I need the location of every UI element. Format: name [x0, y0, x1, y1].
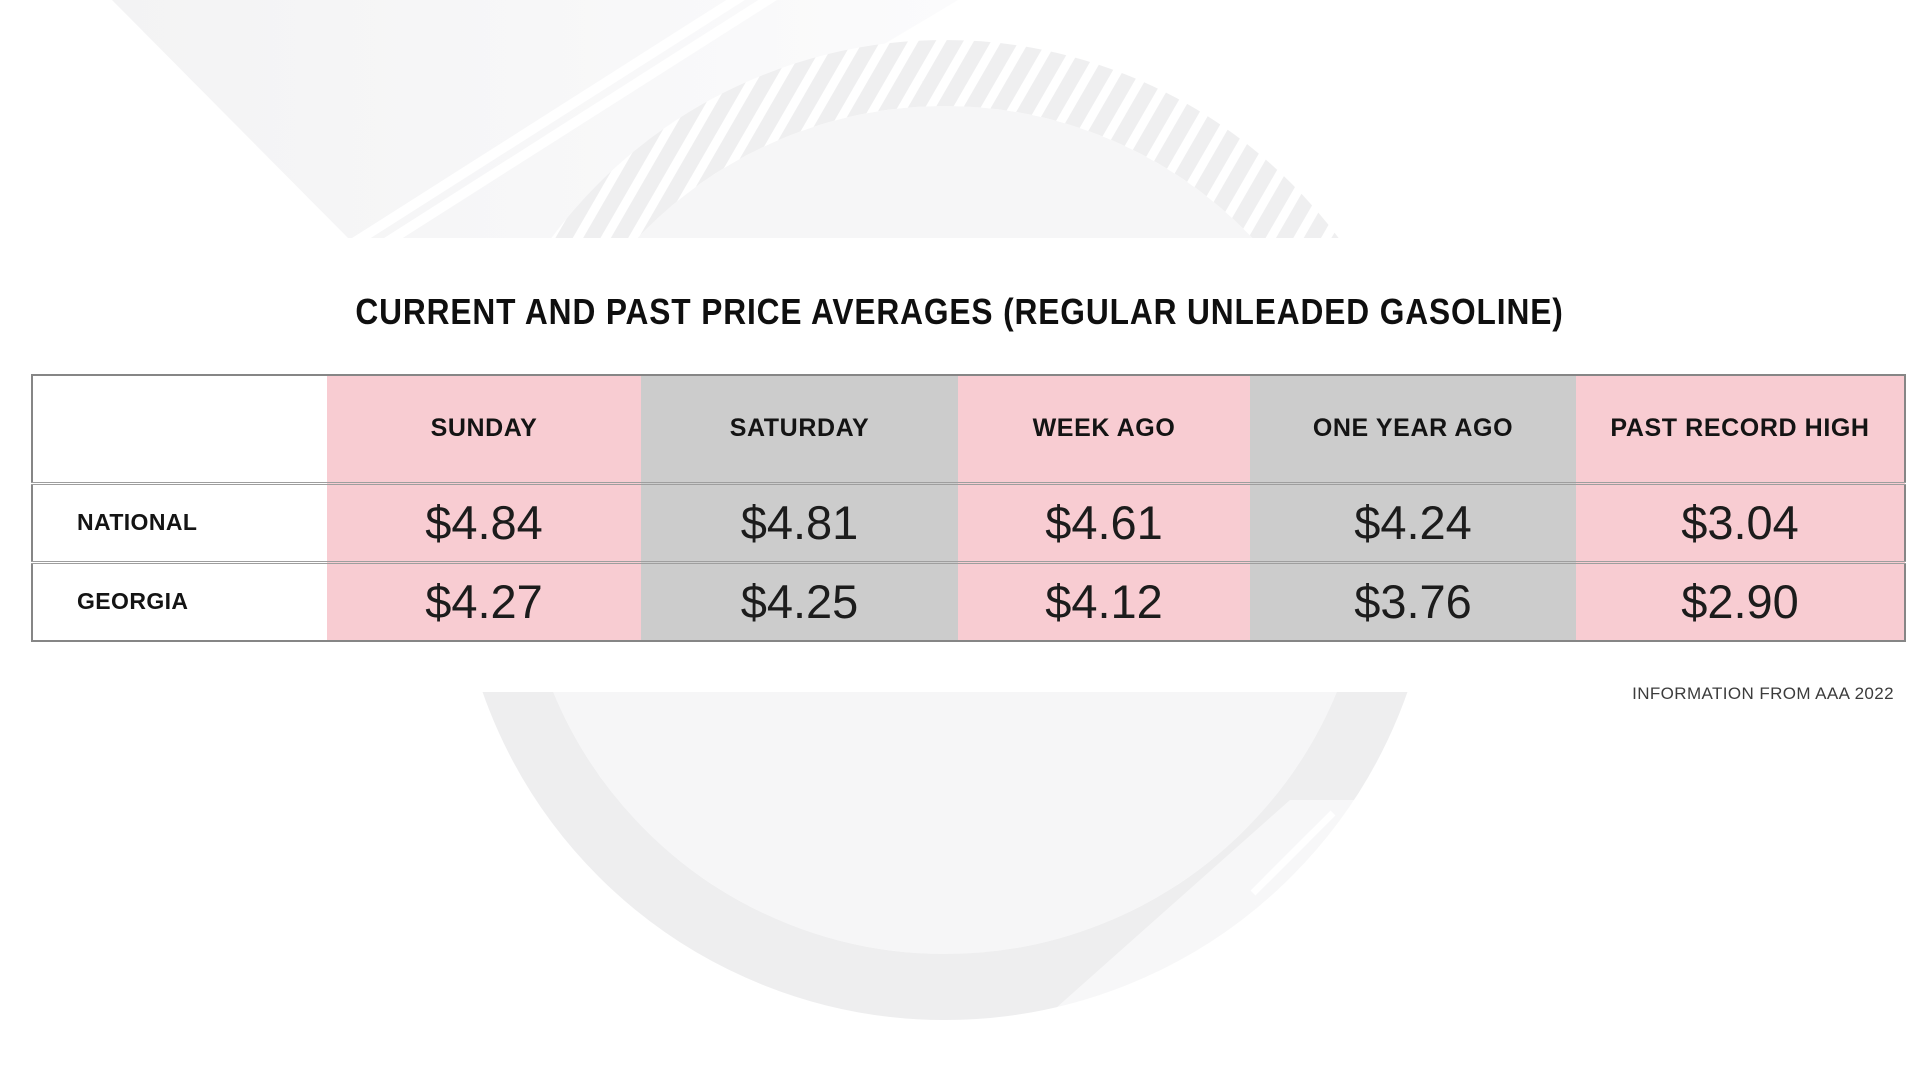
cell-georgia-week-ago: $4.12	[958, 562, 1250, 641]
row-label-georgia: GEORGIA	[32, 562, 327, 641]
cell-national-saturday: $4.81	[641, 483, 958, 562]
header-cell-sunday: SUNDAY	[327, 375, 641, 483]
cell-national-week-ago: $4.61	[958, 483, 1250, 562]
cell-georgia-saturday: $4.25	[641, 562, 958, 641]
header-cell-one-year-ago: ONE YEAR AGO	[1250, 375, 1576, 483]
watermark-diagonal-band	[112, 0, 958, 249]
row-label-national: NATIONAL	[32, 483, 327, 562]
source-note: INFORMATION FROM AAA 2022	[1632, 684, 1894, 703]
watermark-ring-bottom	[482, 692, 1425, 1080]
cell-georgia-sunday: $4.27	[327, 562, 641, 641]
table-row-georgia: GEORGIA $4.27 $4.25 $4.12 $3.76 $2.90	[32, 562, 1905, 641]
page-title-text: CURRENT AND PAST PRICE AVERAGES (REGULAR…	[355, 291, 1565, 332]
price-table: SUNDAY SATURDAY WEEK AGO ONE YEAR AGO PA…	[31, 374, 1906, 642]
cell-national-one-year-ago: $4.24	[1250, 483, 1576, 562]
header-cell-week-ago: WEEK AGO	[958, 375, 1250, 483]
watermark-ring-top	[551, 40, 1339, 238]
header-cell-blank	[32, 375, 327, 483]
cell-georgia-past-record-high: $2.90	[1576, 562, 1905, 641]
page-title: CURRENT AND PAST PRICE AVERAGES (REGULAR…	[0, 291, 1920, 333]
header-cell-past-record-high: PAST RECORD HIGH	[1576, 375, 1905, 483]
cell-national-past-record-high: $3.04	[1576, 483, 1905, 562]
header-cell-saturday: SATURDAY	[641, 375, 958, 483]
cell-national-sunday: $4.84	[327, 483, 641, 562]
header-row: SUNDAY SATURDAY WEEK AGO ONE YEAR AGO PA…	[32, 375, 1905, 483]
cell-georgia-one-year-ago: $3.76	[1250, 562, 1576, 641]
table-row-national: NATIONAL $4.84 $4.81 $4.61 $4.24 $3.04	[32, 483, 1905, 562]
